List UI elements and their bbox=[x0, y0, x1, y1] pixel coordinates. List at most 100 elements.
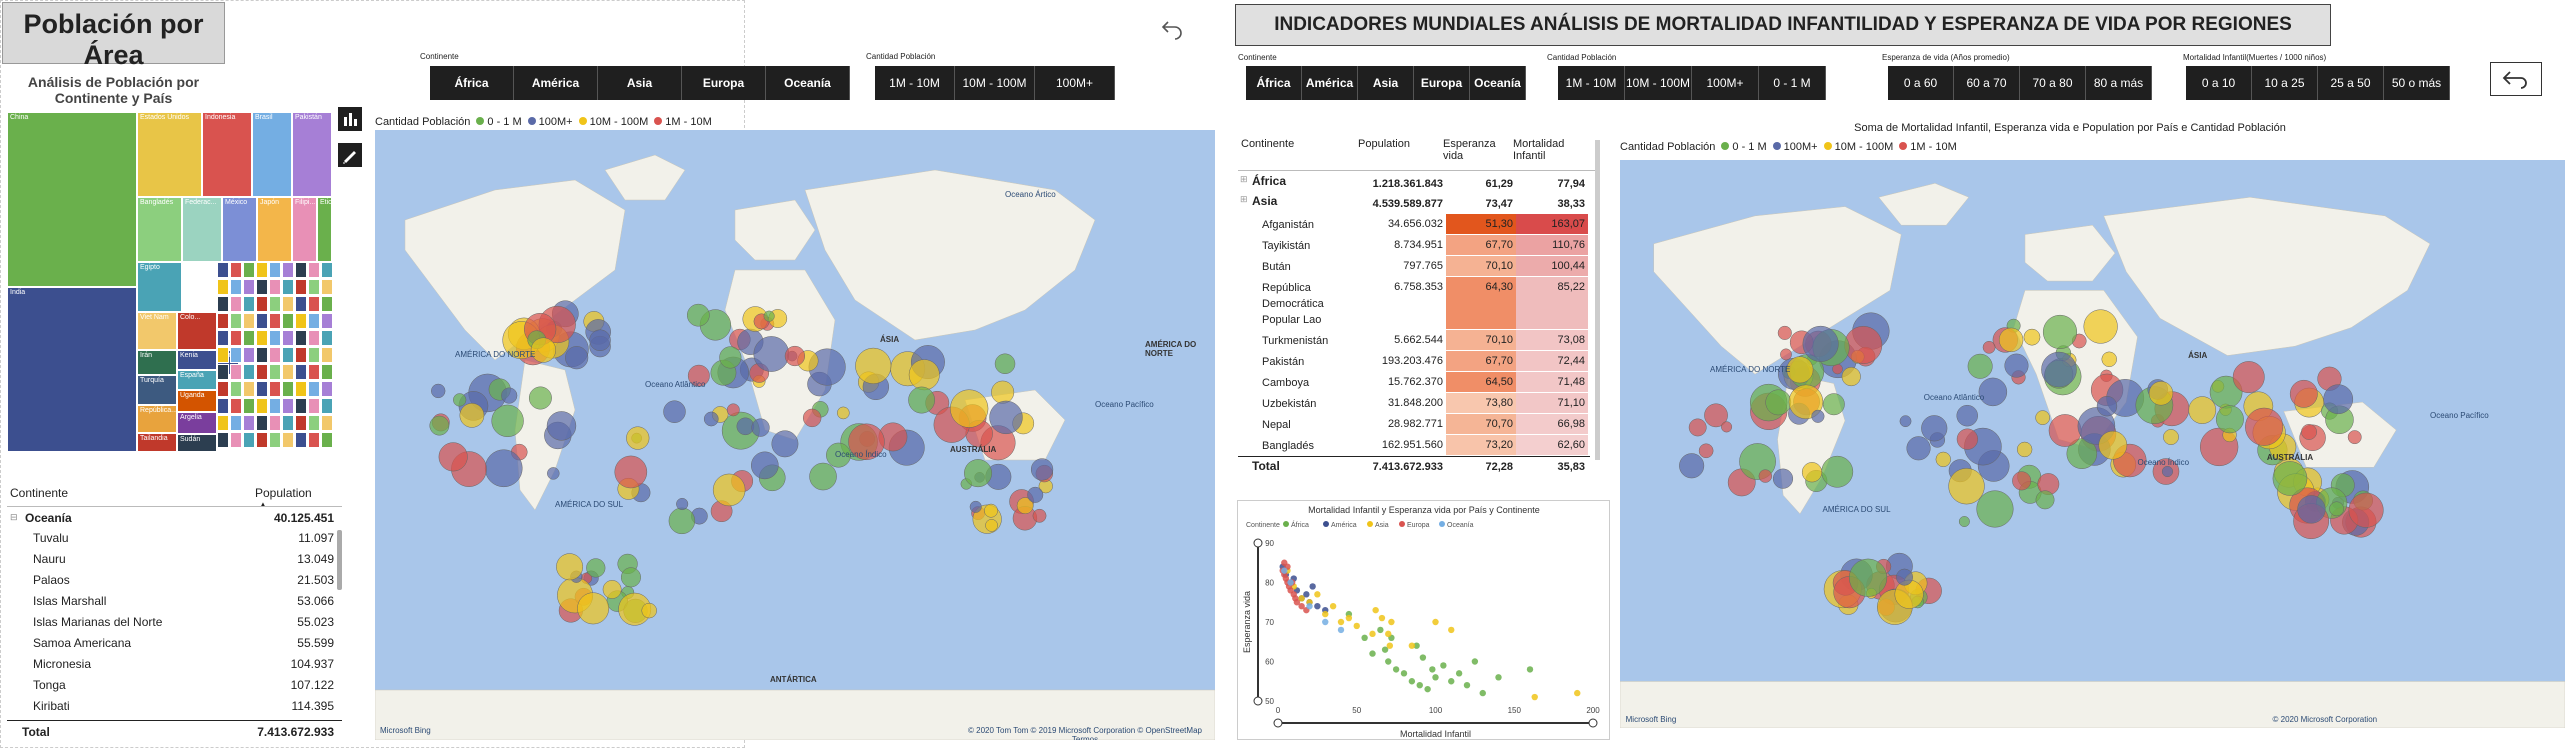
treemap-tile-small[interactable] bbox=[217, 381, 229, 397]
table-row-name[interactable]: Nauru bbox=[33, 552, 66, 566]
treemap-tile-small[interactable] bbox=[217, 415, 229, 431]
treemap-tile-small[interactable] bbox=[269, 381, 281, 397]
right-continent-option-4[interactable]: Oceanía bbox=[1470, 66, 1526, 100]
treemap-tile-small[interactable] bbox=[295, 381, 307, 397]
left-population-option-1[interactable]: 10M - 100M bbox=[955, 66, 1035, 100]
treemap-tile-small[interactable] bbox=[295, 330, 307, 346]
treemap-tile-small[interactable] bbox=[321, 415, 333, 431]
treemap-tile-small[interactable] bbox=[282, 415, 294, 431]
table-row-name[interactable]: Kiribati bbox=[33, 699, 70, 713]
treemap-tile-small[interactable] bbox=[230, 415, 242, 431]
treemap-tile-small[interactable] bbox=[308, 364, 320, 380]
treemap-tile-small[interactable] bbox=[256, 364, 268, 380]
right-continent-option-1[interactable]: América bbox=[1302, 66, 1358, 100]
treemap-tile-small[interactable] bbox=[295, 262, 307, 278]
treemap-tile[interactable]: Tailandia bbox=[137, 433, 177, 452]
left-continent-option-0[interactable]: África bbox=[430, 66, 514, 100]
right-mort-option-0[interactable]: 0 a 10 bbox=[2186, 66, 2252, 100]
treemap-tile-small[interactable] bbox=[217, 330, 229, 346]
treemap-tile-small[interactable] bbox=[269, 347, 281, 363]
treemap-tile-small[interactable] bbox=[282, 313, 294, 329]
treemap-tile-small[interactable] bbox=[308, 296, 320, 312]
treemap-tile-small[interactable] bbox=[321, 364, 333, 380]
treemap-tile[interactable]: China bbox=[7, 112, 137, 287]
sort-arrow-icon[interactable]: ▲ bbox=[259, 500, 267, 509]
treemap-tile-small[interactable] bbox=[243, 364, 255, 380]
treemap-tile[interactable]: Japón bbox=[257, 197, 292, 262]
treemap-tile-small[interactable] bbox=[308, 347, 320, 363]
table-row-name[interactable]: Tuvalu bbox=[33, 531, 69, 545]
treemap-tile-small[interactable] bbox=[269, 364, 281, 380]
treemap-tile-small[interactable] bbox=[269, 279, 281, 295]
treemap-tile-small[interactable] bbox=[269, 415, 281, 431]
right-mort-option-1[interactable]: 10 a 25 bbox=[2252, 66, 2318, 100]
right-bubble-map[interactable]: AMÉRICA DO NORTE AMÉRICA DO SUL ÁSIA AUSTRÁ… bbox=[1620, 160, 2565, 728]
treemap-tile[interactable]: España bbox=[177, 370, 217, 390]
left-bubble-map[interactable]: AMÉRICA DO NORTE AMÉRICA DO SUL ÁSIA AUSTRÁ… bbox=[375, 130, 1215, 740]
treemap-tile[interactable]: Uganda bbox=[177, 390, 217, 412]
treemap-tile[interactable]: Etio... bbox=[317, 197, 332, 262]
treemap-tile-small[interactable] bbox=[230, 364, 242, 380]
right-continent-option-2[interactable]: Asia bbox=[1358, 66, 1414, 100]
treemap-tile-small[interactable] bbox=[217, 279, 229, 295]
treemap-tile-small[interactable] bbox=[282, 279, 294, 295]
matrix-row-name[interactable]: Turkmenistán bbox=[1262, 335, 1329, 347]
treemap-tile[interactable]: Federac... bbox=[182, 197, 222, 262]
treemap-tile-small[interactable] bbox=[295, 415, 307, 431]
treemap-tile-small[interactable] bbox=[230, 432, 242, 448]
treemap-tile-small[interactable] bbox=[217, 347, 229, 363]
treemap-tile-small[interactable] bbox=[321, 398, 333, 414]
table-row-name[interactable]: Micronesia bbox=[33, 657, 92, 671]
matrix-row-name[interactable]: Uzbekistán bbox=[1262, 398, 1317, 410]
treemap-tile[interactable]: Argelia bbox=[177, 412, 217, 434]
matrix-row-name[interactable]: Tayikistán bbox=[1262, 240, 1311, 252]
bar-chart-icon[interactable] bbox=[338, 107, 362, 131]
treemap-tile-small[interactable] bbox=[243, 279, 255, 295]
treemap-tile-small[interactable] bbox=[295, 347, 307, 363]
treemap-tile-small[interactable] bbox=[282, 347, 294, 363]
right-life-option-2[interactable]: 70 a 80 bbox=[2020, 66, 2086, 100]
treemap-tile-small[interactable] bbox=[217, 398, 229, 414]
treemap-tile-small[interactable] bbox=[256, 330, 268, 346]
treemap-tile[interactable]: Estados Unidos bbox=[137, 112, 202, 197]
treemap-tile-small[interactable] bbox=[282, 262, 294, 278]
treemap-tile-small[interactable] bbox=[308, 313, 320, 329]
treemap-tile-small[interactable] bbox=[256, 432, 268, 448]
treemap-tile[interactable]: Pakistán bbox=[292, 112, 332, 197]
treemap-tile-small[interactable] bbox=[217, 364, 229, 380]
treemap-tile-small[interactable] bbox=[243, 296, 255, 312]
table-scrollbar[interactable] bbox=[337, 530, 342, 590]
right-life-option-3[interactable]: 80 a más bbox=[2086, 66, 2152, 100]
right-population-option-2[interactable]: 100M+ bbox=[1692, 66, 1759, 100]
treemap-tile-small[interactable] bbox=[295, 364, 307, 380]
treemap-tile-small[interactable] bbox=[217, 432, 229, 448]
treemap-tile-small[interactable] bbox=[308, 432, 320, 448]
treemap-tile-small[interactable] bbox=[243, 415, 255, 431]
treemap-tile-small[interactable] bbox=[269, 398, 281, 414]
treemap-tile-small[interactable] bbox=[308, 398, 320, 414]
right-continent-option-3[interactable]: Europa bbox=[1414, 66, 1470, 100]
treemap-tile-small[interactable] bbox=[321, 279, 333, 295]
treemap-tile-small[interactable] bbox=[269, 330, 281, 346]
treemap-tile-small[interactable] bbox=[230, 398, 242, 414]
treemap-tile-small[interactable] bbox=[217, 313, 229, 329]
treemap-tile[interactable]: Bangladés bbox=[137, 197, 182, 262]
treemap-tile-small[interactable] bbox=[256, 296, 268, 312]
treemap-tile-small[interactable] bbox=[269, 313, 281, 329]
treemap-tile-small[interactable] bbox=[321, 262, 333, 278]
treemap-tile[interactable]: Irán bbox=[137, 350, 177, 375]
treemap-tile-small[interactable] bbox=[256, 381, 268, 397]
back-arrow-icon[interactable] bbox=[1160, 16, 1184, 40]
treemap-tile-small[interactable] bbox=[321, 296, 333, 312]
matrix-expand-icon[interactable]: ⊞ bbox=[1240, 174, 1248, 184]
treemap-tile-small[interactable] bbox=[230, 347, 242, 363]
treemap-tile-small[interactable] bbox=[243, 432, 255, 448]
treemap-tile-small[interactable] bbox=[282, 398, 294, 414]
matrix-row-name[interactable]: Camboya bbox=[1262, 377, 1310, 389]
treemap-tile-small[interactable] bbox=[269, 262, 281, 278]
treemap-tile-small[interactable] bbox=[217, 296, 229, 312]
matrix-row-name[interactable]: Afganistán bbox=[1262, 219, 1314, 231]
treemap-tile-small[interactable] bbox=[230, 381, 242, 397]
treemap-tile-small[interactable] bbox=[269, 296, 281, 312]
treemap-tile-small[interactable] bbox=[243, 262, 255, 278]
